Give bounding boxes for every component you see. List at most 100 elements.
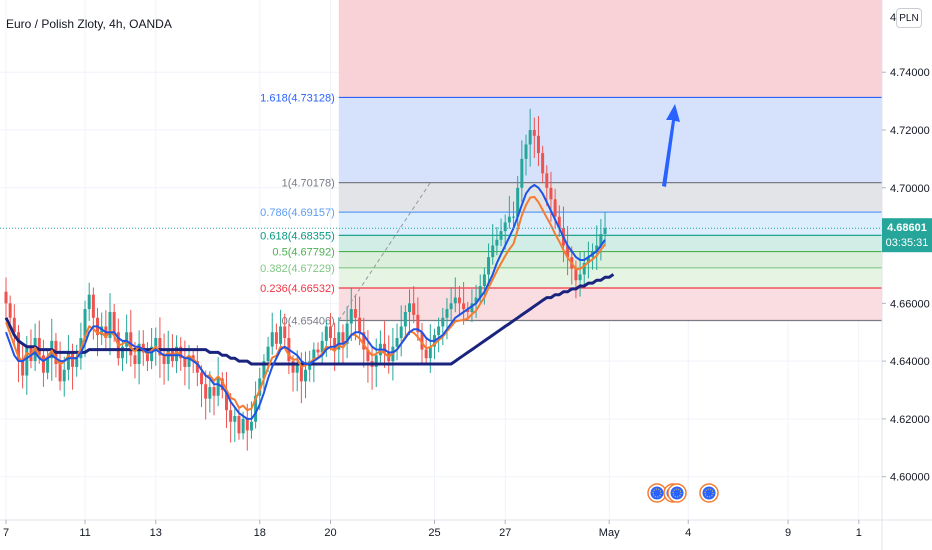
candle-body <box>549 187 553 200</box>
candle-body <box>383 343 387 353</box>
candle-body <box>254 395 258 422</box>
current-price-badge-bg <box>882 218 932 253</box>
candle-body <box>195 361 199 373</box>
chart-drawings <box>0 104 882 321</box>
candle-body <box>112 312 116 333</box>
fib-zone-1 <box>338 182 882 213</box>
candle-body <box>466 309 470 312</box>
economic-event-icon[interactable] <box>647 483 667 503</box>
candle-body <box>603 228 607 234</box>
y-tick-label: 4.70000 <box>890 183 930 195</box>
candle-body <box>516 187 520 217</box>
candle-body <box>495 239 499 246</box>
candle-body <box>8 303 12 318</box>
candle-body <box>166 349 170 364</box>
candle-body <box>449 303 453 310</box>
candle-body <box>249 421 253 431</box>
candle-body <box>474 297 478 304</box>
ema-line <box>5 195 606 412</box>
currency-badge[interactable]: PLN <box>896 8 922 28</box>
candle-body <box>337 332 341 350</box>
x-tick-label: 9 <box>785 527 791 539</box>
candle-body <box>333 338 337 350</box>
candle-body <box>16 332 20 362</box>
candle-body <box>524 144 528 159</box>
event-icon-stars <box>672 488 682 498</box>
candle-body <box>4 291 8 304</box>
candle-body <box>212 387 216 396</box>
fib-label-0_236: 0.236(4.66532) <box>260 283 335 295</box>
candle-body <box>233 416 237 422</box>
candle-body <box>445 309 449 318</box>
candle-body <box>220 378 224 390</box>
fib-retracement-zones <box>338 0 882 321</box>
candle-body <box>428 346 432 359</box>
x-tick-label: 18 <box>254 527 266 539</box>
candle-body <box>183 358 187 367</box>
candle-body <box>499 231 503 240</box>
candle-body <box>441 317 445 327</box>
y-tick-label: 4.72000 <box>890 125 930 137</box>
x-tick-label: 25 <box>428 527 440 539</box>
candle-body <box>224 390 228 411</box>
event-icon-flag <box>702 486 716 500</box>
candle-body <box>366 349 370 362</box>
candle-body <box>478 286 482 298</box>
candle-body <box>137 343 141 364</box>
candle-body <box>270 332 274 347</box>
candle-body <box>470 303 474 312</box>
x-tick-label: May <box>599 527 620 539</box>
candle-body <box>520 158 524 188</box>
candle-body <box>120 346 124 359</box>
candle-body <box>353 309 357 318</box>
candle-body <box>274 332 278 344</box>
y-tick-label: 4.74000 <box>890 67 930 79</box>
candle-body <box>145 352 149 362</box>
candle-body <box>553 199 557 217</box>
sma-fast-line <box>5 183 606 420</box>
x-tick-label: 11 <box>79 527 90 539</box>
candle-body <box>75 358 79 367</box>
x-tick-label: 13 <box>150 527 162 539</box>
candle-body <box>279 326 283 344</box>
candle-body <box>503 222 507 232</box>
candle-body <box>316 349 320 353</box>
candle-body <box>328 326 332 338</box>
candle-body <box>462 303 466 310</box>
candle-body <box>507 216 511 223</box>
candle-body <box>408 303 412 312</box>
candle-body <box>424 349 428 359</box>
candle-body <box>154 338 158 347</box>
candle-body <box>245 418 249 431</box>
y-tick-label: 4.62000 <box>890 414 930 426</box>
candle-body <box>125 332 129 347</box>
economic-event-icon[interactable] <box>667 483 687 503</box>
event-icons[interactable] <box>647 483 719 503</box>
candle-body <box>345 323 349 344</box>
candle-body <box>241 418 245 434</box>
candle-body <box>574 268 578 281</box>
candle-body <box>374 355 378 367</box>
candle-body <box>362 332 366 350</box>
candle-body <box>299 364 303 382</box>
candle-body <box>358 317 362 333</box>
candle-body <box>87 294 91 310</box>
forecast-arrow <box>662 104 680 187</box>
candle-body <box>258 378 262 396</box>
candle-body <box>437 326 441 336</box>
candle-body <box>83 309 87 338</box>
candle-body <box>66 352 70 370</box>
candle-body <box>399 326 403 338</box>
candle-body <box>133 355 137 364</box>
candle-body <box>412 303 416 315</box>
candle-body <box>46 358 50 373</box>
candle-body <box>100 326 104 336</box>
candle-body <box>578 274 582 281</box>
event-icon-stars <box>704 488 714 498</box>
candle-body <box>416 314 420 333</box>
economic-event-icon[interactable] <box>699 483 719 503</box>
candle-body <box>532 130 536 136</box>
y-tick-label: 4.66000 <box>890 298 930 310</box>
candle-body <box>216 378 220 396</box>
